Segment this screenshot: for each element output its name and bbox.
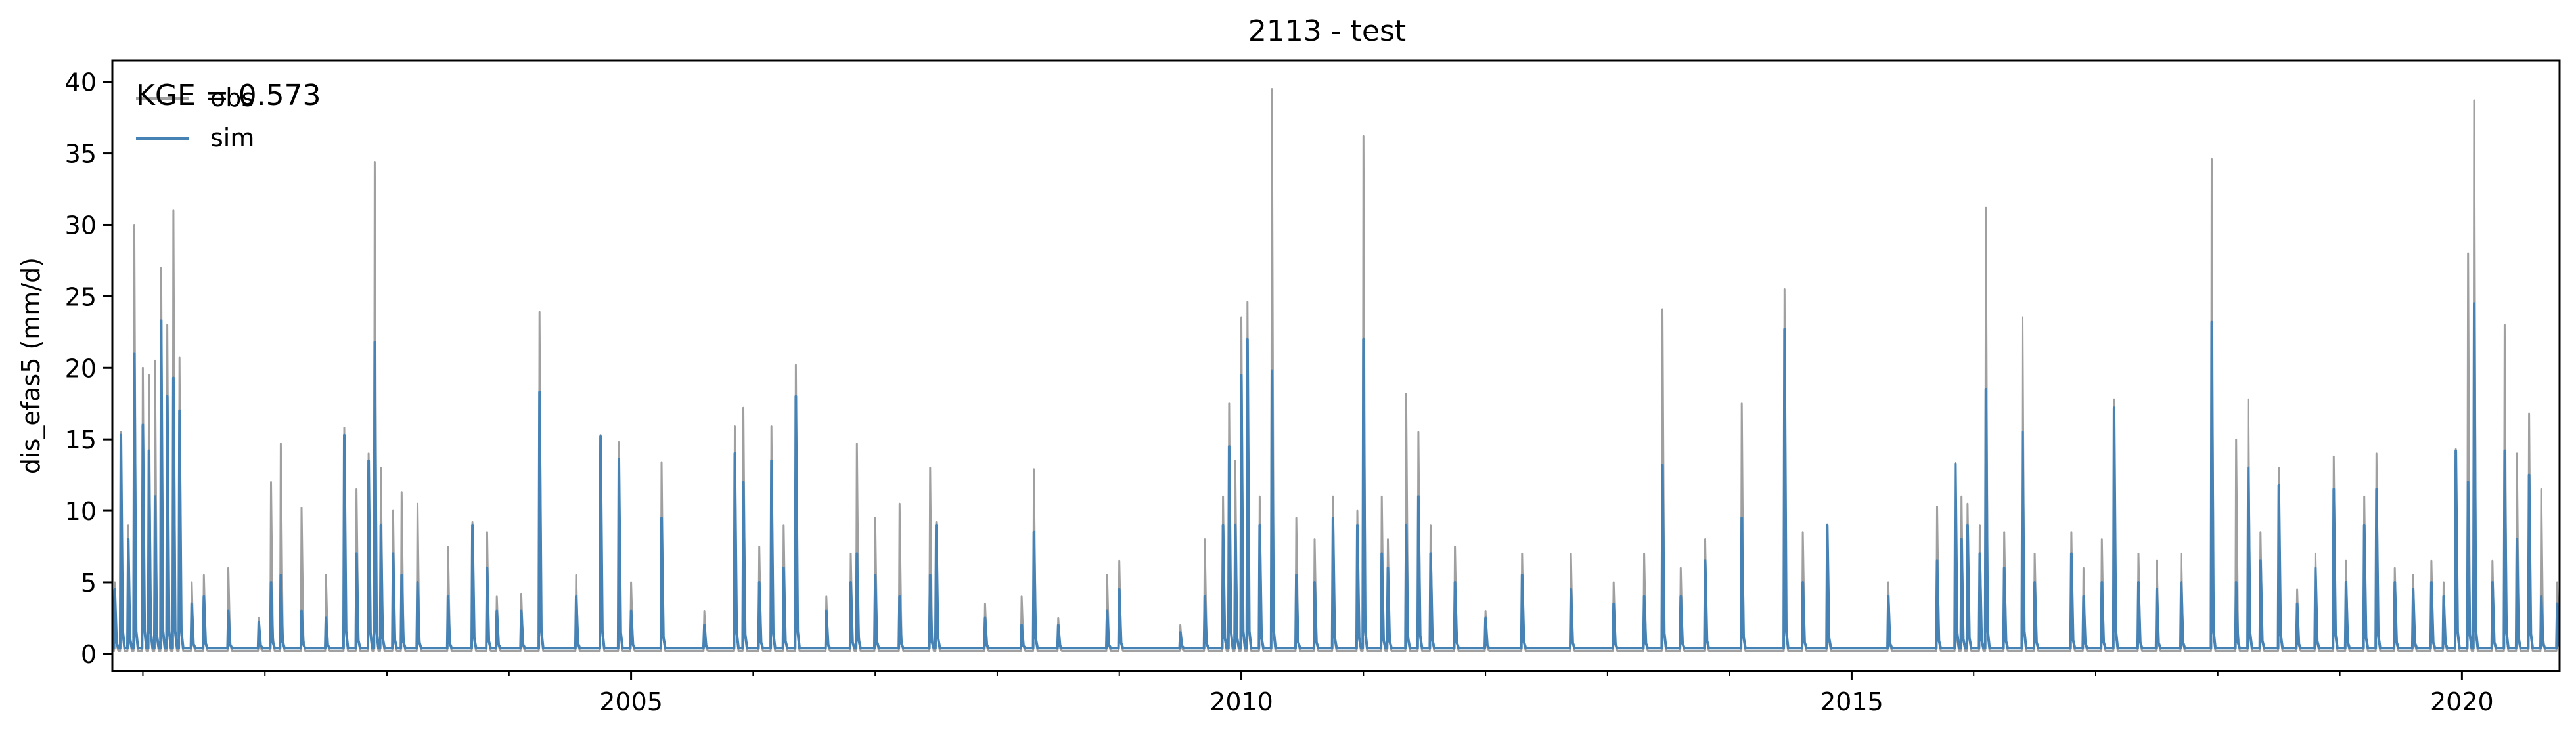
- y-tick-label: 30: [65, 211, 97, 240]
- plot-frame: [111, 59, 2561, 672]
- kge-annotation: KGE = 0.573: [136, 79, 321, 112]
- y-tick-label: 35: [65, 140, 97, 169]
- series-line-sim: [112, 302, 2560, 650]
- y-axis: 0 5 10 15 20 25 30 35 40: [65, 68, 112, 669]
- y-tick-label: 25: [65, 282, 97, 311]
- x-tick-label: 2015: [1820, 687, 1884, 716]
- x-tick-label: 2010: [1209, 687, 1273, 716]
- chart-title: 2113 - test: [1248, 14, 1406, 48]
- plot-area: [112, 88, 2560, 652]
- y-tick-label: 15: [65, 425, 97, 454]
- x-tick-label: 2020: [2430, 687, 2494, 716]
- legend-obs-label: obs: [210, 83, 254, 112]
- y-tick-label: 40: [65, 68, 97, 97]
- y-tick-label: 0: [81, 640, 97, 669]
- x-tick-label: 2005: [599, 687, 663, 716]
- y-tick-label: 5: [81, 569, 97, 597]
- y-tick-label: 20: [65, 354, 97, 383]
- series-layer: [112, 88, 2560, 652]
- y-tick-label: 10: [65, 497, 97, 526]
- legend-sim-label: sim: [210, 123, 254, 152]
- y-axis-label: dis_efas5 (mm/d): [16, 257, 45, 474]
- legend: obs sim: [136, 83, 254, 152]
- x-axis: 2005 2010 2015 2020: [142, 671, 2494, 716]
